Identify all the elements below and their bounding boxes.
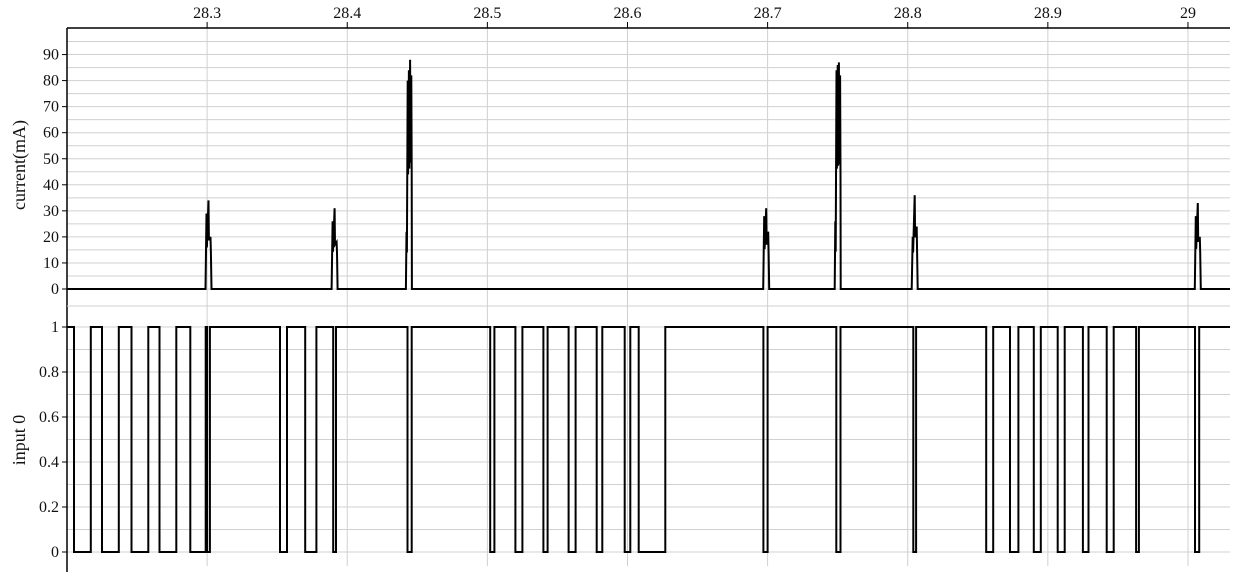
x-tick-label: 28.9 — [1034, 5, 1062, 22]
y-tick-label-current: 90 — [43, 47, 59, 64]
x-tick-label: 28.7 — [754, 5, 782, 22]
series — [67, 59, 1230, 553]
x-tick-label: 28.3 — [193, 5, 221, 22]
x-tick-label: 29 — [1180, 5, 1196, 22]
y-tick-label-current: 30 — [43, 203, 59, 220]
y-tick-label-current: 0 — [51, 281, 59, 298]
series-input0-line — [67, 326, 1230, 553]
y-tick-label-current: 20 — [43, 229, 59, 246]
x-tick-label: 28.5 — [473, 5, 501, 22]
y-tick-label-input: 0.2 — [39, 499, 59, 516]
x-tick-label: 28.4 — [333, 5, 361, 22]
y-tick-label-current: 80 — [43, 73, 59, 90]
y-tick-label-input: 0.8 — [39, 364, 59, 381]
grid-lines — [67, 28, 1230, 566]
y-axis-label-input: input 0 — [9, 415, 29, 466]
y-tick-label-input: 0 — [51, 544, 59, 561]
series-current-line — [67, 59, 1230, 290]
x-tick-label: 28.6 — [613, 5, 641, 22]
y-tick-label-input: 1 — [51, 319, 59, 336]
y-tick-label-current: 60 — [43, 125, 59, 142]
tick-labels: 28.3 28.4 28.5 28.6 28.7 28.8 28.9 290102030405… — [39, 5, 1196, 561]
x-tick-label: 28.8 — [894, 5, 922, 22]
y-tick-label-current: 70 — [43, 99, 59, 116]
y-tick-label-input: 0.4 — [39, 454, 59, 471]
y-tick-label-current: 40 — [43, 177, 59, 194]
y-tick-label-current: 50 — [43, 151, 59, 168]
y-tick-label-current: 10 — [43, 255, 59, 272]
axes — [62, 22, 1230, 572]
y-tick-label-input: 0.6 — [39, 409, 59, 426]
y-axis-label-current: current(mA) — [9, 120, 30, 210]
